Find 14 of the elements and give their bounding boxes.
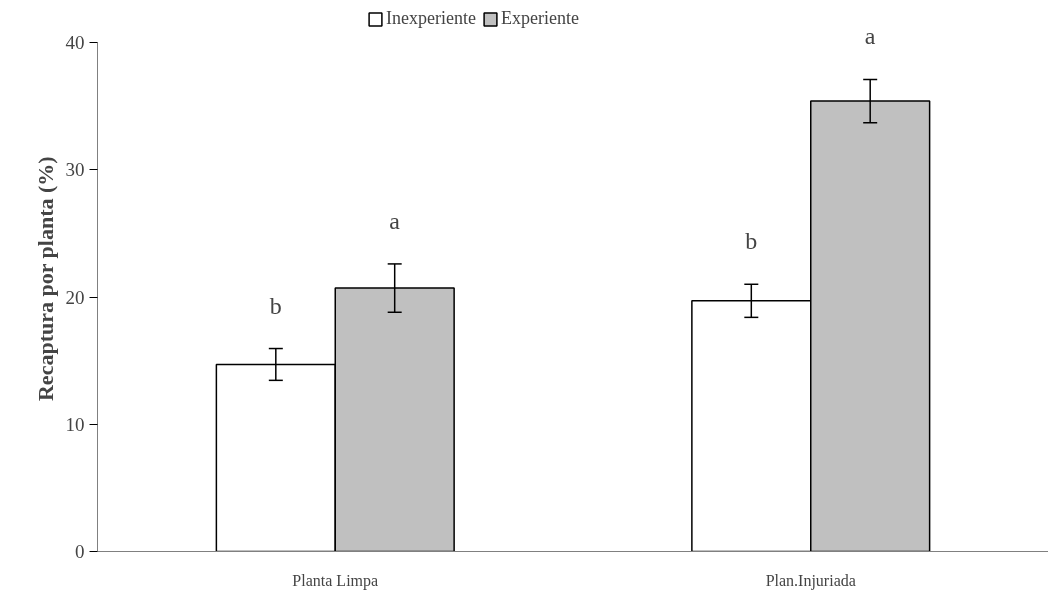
- annotation: a: [389, 207, 401, 234]
- x-tick-label: Plan.Injuriada: [765, 571, 856, 590]
- y-axis-title: Recaptura por planta (%): [32, 156, 58, 402]
- annotation: a: [864, 23, 876, 50]
- annotation: b: [269, 292, 282, 319]
- y-tick-label: 40: [65, 32, 85, 53]
- y-tick-label: 30: [65, 159, 85, 181]
- y-tick-label: 10: [65, 413, 85, 435]
- legend-label: Inexperiente: [386, 8, 476, 29]
- annotation: b: [745, 228, 758, 255]
- y-tick-label: 20: [65, 286, 85, 308]
- y-tick-label: 0: [75, 541, 85, 562]
- legend-label: Experiente: [500, 8, 579, 29]
- x-tick-label: Planta Limpa: [292, 571, 379, 590]
